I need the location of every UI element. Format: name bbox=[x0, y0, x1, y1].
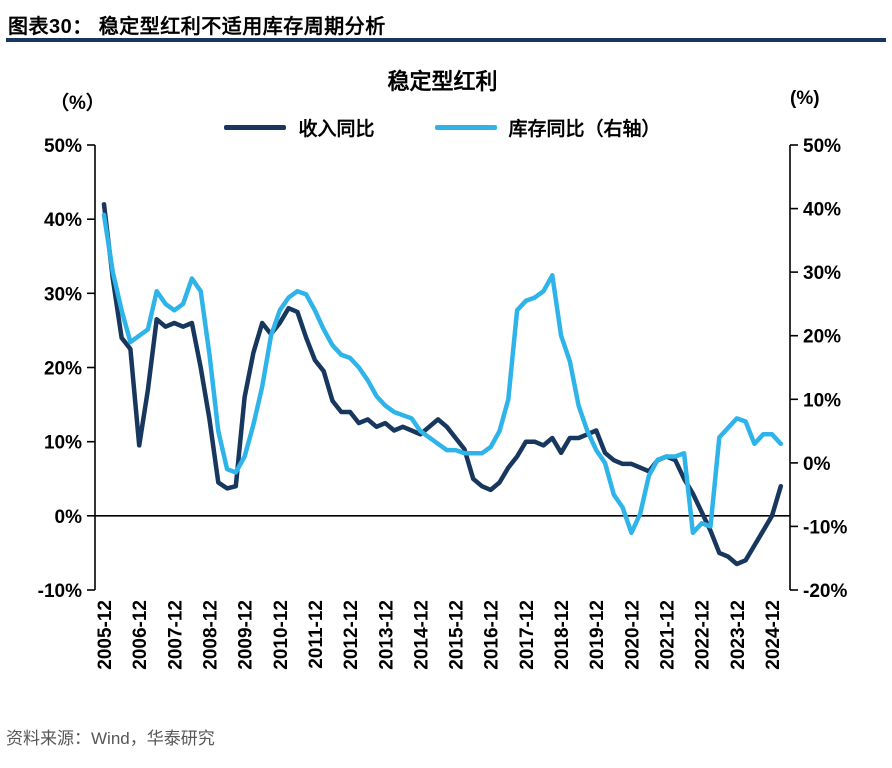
right-axis-tick-label: 0% bbox=[803, 454, 831, 475]
x-axis-tick-label: 2014-12 bbox=[411, 600, 432, 670]
right-axis-tick-label: -20% bbox=[803, 581, 847, 602]
left-axis-tick-label: 10% bbox=[44, 433, 82, 454]
x-axis-tick-label: 2016-12 bbox=[482, 600, 503, 670]
right-axis-tick-label: 20% bbox=[803, 327, 841, 348]
legend-swatch-inventory bbox=[434, 125, 497, 130]
x-axis-tick-label: 2020-12 bbox=[622, 600, 643, 670]
source-note: 资料来源：Wind，华泰研究 bbox=[6, 729, 215, 748]
right-axis-tick-label: 10% bbox=[803, 390, 841, 411]
left-axis-tick-label: 50% bbox=[44, 136, 82, 157]
legend-label-inventory: 库存同比（右轴） bbox=[508, 119, 661, 140]
x-axis-tick-label: 2024-12 bbox=[763, 600, 784, 670]
figure-caption: 图表30： 稳定型红利不适用库存周期分析 bbox=[8, 16, 386, 38]
left-axis-unit: （%） bbox=[50, 93, 105, 114]
x-axis-tick-label: 2022-12 bbox=[693, 600, 714, 670]
x-axis-tick-label: 2013-12 bbox=[376, 600, 397, 670]
left-axis-tick-label: 20% bbox=[44, 359, 82, 380]
right-axis-unit: (%) bbox=[790, 88, 820, 109]
legend-swatch-revenue bbox=[224, 125, 287, 130]
legend-item-inventory: 库存同比（右轴） bbox=[434, 114, 661, 141]
right-axis-tick-label: -10% bbox=[803, 517, 847, 538]
chart-legend: 收入同比 库存同比（右轴） bbox=[95, 114, 790, 141]
x-axis-tick-label: 2015-12 bbox=[447, 600, 468, 670]
x-axis-tick-label: 2019-12 bbox=[587, 600, 608, 670]
left-axis-tick-label: 0% bbox=[55, 507, 83, 528]
caption-divider bbox=[6, 38, 886, 42]
right-axis-tick-label: 50% bbox=[803, 136, 841, 157]
x-axis-tick-label: 2021-12 bbox=[658, 600, 679, 670]
chart-title: 稳定型红利 bbox=[387, 69, 498, 94]
left-axis-tick-label: 30% bbox=[44, 284, 82, 305]
x-axis-tick-label: 2006-12 bbox=[130, 600, 151, 670]
x-axis-tick-label: 2017-12 bbox=[517, 600, 538, 670]
legend-label-revenue: 收入同比 bbox=[298, 119, 375, 140]
x-axis-tick-label: 2007-12 bbox=[165, 600, 186, 670]
x-axis-tick-label: 2012-12 bbox=[341, 600, 362, 670]
legend-item-revenue: 收入同比 bbox=[224, 114, 375, 141]
right-axis-tick-label: 40% bbox=[803, 200, 841, 221]
series-line-1 bbox=[101, 212, 784, 536]
x-axis-tick-label: 2011-12 bbox=[306, 600, 327, 669]
x-axis-tick-label: 2018-12 bbox=[552, 600, 573, 670]
left-axis-tick-label: 40% bbox=[44, 210, 82, 231]
series-line-0 bbox=[101, 202, 784, 567]
right-axis-tick-label: 30% bbox=[803, 263, 841, 284]
x-axis-tick-label: 2005-12 bbox=[95, 600, 116, 670]
x-axis-tick-label: 2008-12 bbox=[200, 600, 221, 670]
left-axis-tick-label: -10% bbox=[38, 581, 82, 602]
x-axis-tick-label: 2010-12 bbox=[271, 600, 292, 670]
x-axis-tick-label: 2023-12 bbox=[728, 600, 749, 670]
x-axis-tick-label: 2009-12 bbox=[236, 600, 257, 670]
